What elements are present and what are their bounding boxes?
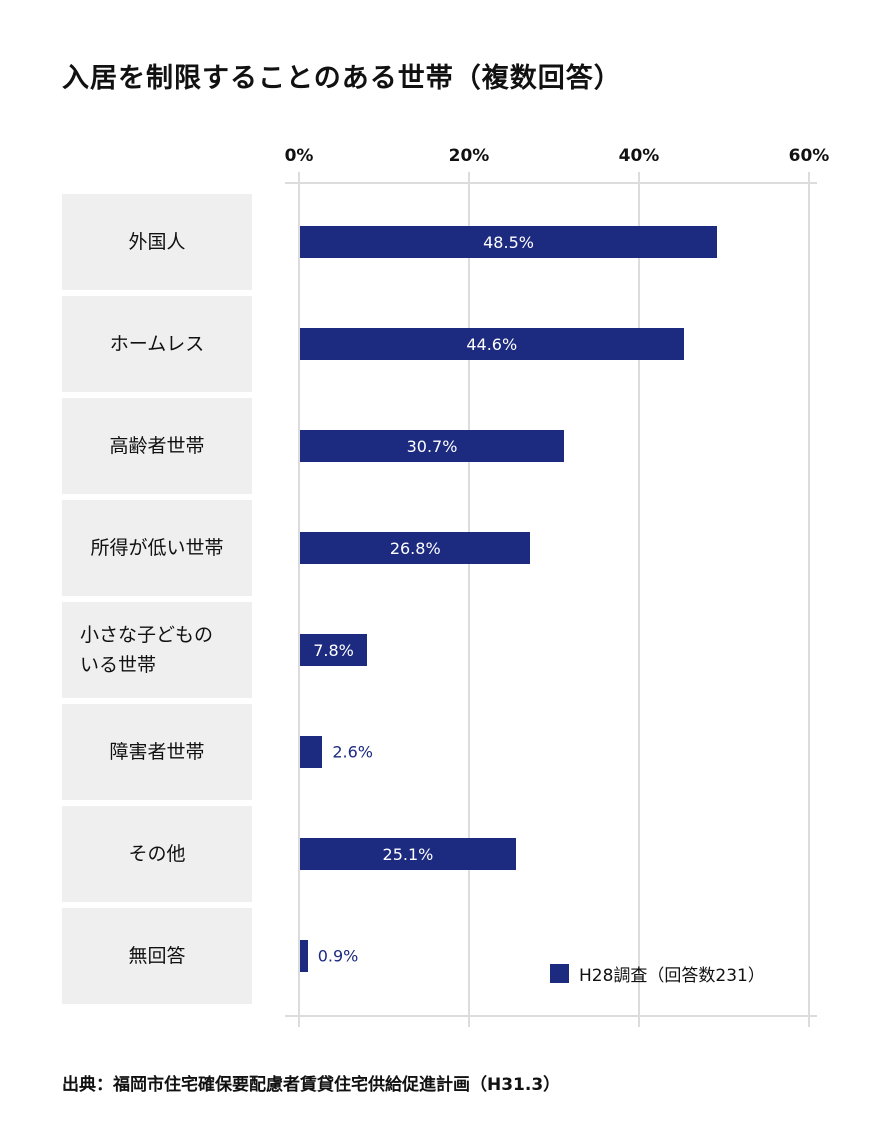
category-label: 外国人 xyxy=(62,194,252,290)
bar: 25.1% xyxy=(300,838,516,870)
legend-swatch-icon xyxy=(550,964,569,983)
bar: 44.6% xyxy=(300,328,684,360)
gridline xyxy=(638,172,640,1027)
bar: 7.8% xyxy=(300,634,368,666)
legend: H28調査（回答数231） xyxy=(550,961,765,986)
bottom-axis-line xyxy=(285,1015,817,1017)
gridline xyxy=(468,172,470,1027)
bar-value-label: 0.9% xyxy=(317,946,359,966)
category-label: 無回答 xyxy=(62,908,252,1004)
bar-value-label: 48.5% xyxy=(483,232,534,252)
x-tick-label: 40% xyxy=(618,146,660,166)
category-label-line: 小さな子どもの xyxy=(80,623,214,646)
bar-value-label: 44.6% xyxy=(466,334,518,354)
bar-value-label: 7.8% xyxy=(313,640,354,660)
category-label: 高齢者世帯 xyxy=(62,398,252,494)
bar-value-label: 26.8% xyxy=(389,538,441,558)
category-label: 小さな子どもの いる世帯 xyxy=(62,602,252,698)
bar: 30.7% xyxy=(300,430,565,462)
category-label: その他 xyxy=(62,806,252,902)
bar-value-label: 25.1% xyxy=(382,844,434,864)
bar xyxy=(300,940,308,972)
category-label: 所得が低い世帯 xyxy=(62,500,252,596)
bar-value-label: 30.7% xyxy=(406,436,458,456)
chart-title: 入居を制限することのある世帯（複数回答） xyxy=(62,63,622,94)
source-note: 出典：福岡市住宅確保要配慮者賃貸住宅供給促進計画（H31.3） xyxy=(62,1075,561,1095)
category-label: ホームレス xyxy=(62,296,252,392)
gridline xyxy=(298,172,300,1027)
bar: 26.8% xyxy=(300,532,531,564)
gridline xyxy=(808,172,810,1027)
x-tick-label: 60% xyxy=(788,146,830,166)
bar-value-label: 2.6% xyxy=(332,742,374,762)
category-label-line: いる世帯 xyxy=(80,654,157,676)
bar: 48.5% xyxy=(300,226,718,258)
x-tick-label: 20% xyxy=(448,146,490,166)
bar xyxy=(300,736,323,768)
legend-label: H28調査（回答数231） xyxy=(579,966,765,986)
x-tick-label: 0% xyxy=(284,146,314,166)
category-label: 障害者世帯 xyxy=(62,704,252,800)
top-axis-line xyxy=(285,182,817,184)
